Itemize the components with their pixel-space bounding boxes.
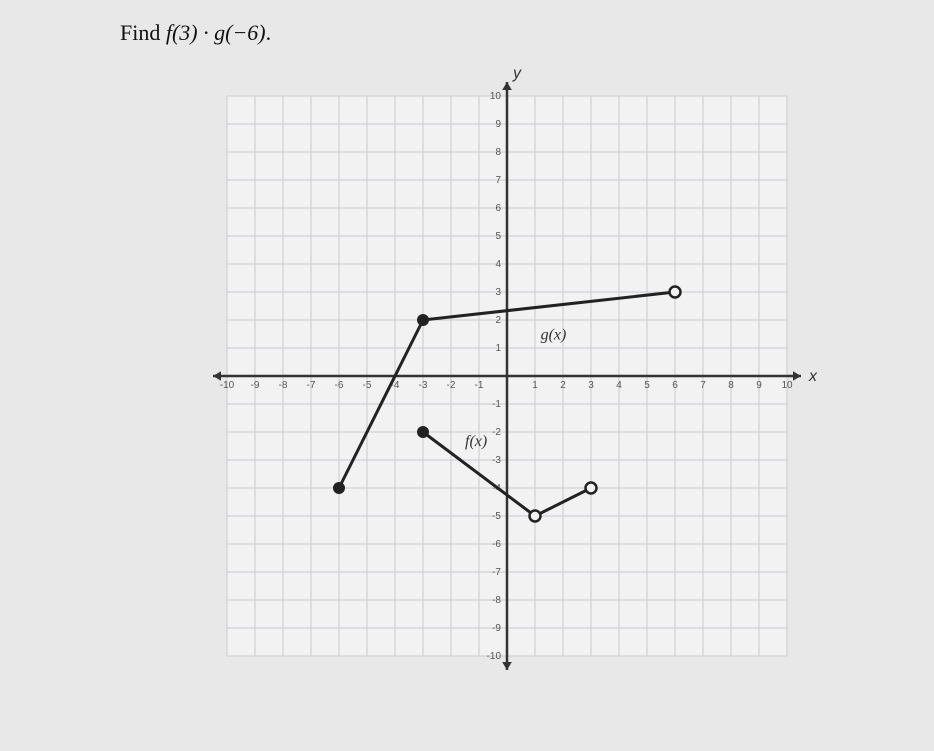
y-axis-label: y <box>512 66 522 82</box>
axis-arrow <box>793 371 801 381</box>
y-tick-label: 8 <box>495 147 501 158</box>
prompt-expr: f(3) · g(−6) <box>166 20 266 45</box>
x-tick-label: 5 <box>644 380 650 391</box>
y-tick-label: -9 <box>492 623 501 634</box>
y-tick-label: 1 <box>495 343 501 354</box>
open-point-g <box>670 287 681 298</box>
x-axis-label: x <box>808 368 817 385</box>
x-tick-label: -9 <box>251 380 260 391</box>
x-tick-label: -2 <box>447 380 456 391</box>
y-tick-label: 7 <box>495 175 501 186</box>
y-tick-label: -10 <box>487 651 502 662</box>
x-tick-label: 7 <box>700 380 706 391</box>
y-tick-label: 5 <box>495 231 501 242</box>
x-tick-label: -7 <box>307 380 316 391</box>
x-tick-label: 10 <box>781 380 793 391</box>
function-graph: -10-9-8-7-6-5-4-3-2-112345678910-10-9-8-… <box>197 66 817 686</box>
axis-arrow <box>502 82 512 90</box>
question-prompt: Find f(3) · g(−6). <box>120 20 894 46</box>
y-tick-label: -5 <box>492 511 501 522</box>
closed-point-g <box>334 483 344 493</box>
x-tick-label: 3 <box>588 380 594 391</box>
chart-container: -10-9-8-7-6-5-4-3-2-112345678910-10-9-8-… <box>120 66 894 686</box>
x-tick-label: 1 <box>532 380 538 391</box>
x-tick-label: -5 <box>363 380 372 391</box>
y-tick-label: -6 <box>492 539 501 550</box>
y-tick-label: 4 <box>495 259 501 270</box>
x-tick-label: 2 <box>560 380 566 391</box>
y-tick-label: -8 <box>492 595 501 606</box>
open-point-f <box>530 511 541 522</box>
x-tick-label: -6 <box>335 380 344 391</box>
y-tick-label: -7 <box>492 567 501 578</box>
func-label-g: g(x) <box>541 327 567 344</box>
x-tick-label: -8 <box>279 380 288 391</box>
y-tick-label: 6 <box>495 203 501 214</box>
open-point-f <box>586 483 597 494</box>
closed-point-f <box>418 427 428 437</box>
func-label-f: f(x) <box>465 433 487 450</box>
y-tick-label: -1 <box>492 399 501 410</box>
x-tick-label: 6 <box>672 380 678 391</box>
y-tick-label: -3 <box>492 455 501 466</box>
y-tick-label: 3 <box>495 287 501 298</box>
y-tick-label: 10 <box>490 91 502 102</box>
closed-point-g <box>418 315 428 325</box>
x-tick-label: -1 <box>475 380 484 391</box>
x-tick-label: 4 <box>616 380 622 391</box>
axis-arrow <box>502 662 512 670</box>
y-tick-label: -2 <box>492 427 501 438</box>
x-tick-label: -10 <box>220 380 235 391</box>
x-tick-label: 9 <box>756 380 762 391</box>
x-tick-label: 8 <box>728 380 734 391</box>
x-tick-label: -3 <box>419 380 428 391</box>
y-tick-label: 9 <box>495 119 501 130</box>
y-tick-label: 2 <box>495 315 501 326</box>
